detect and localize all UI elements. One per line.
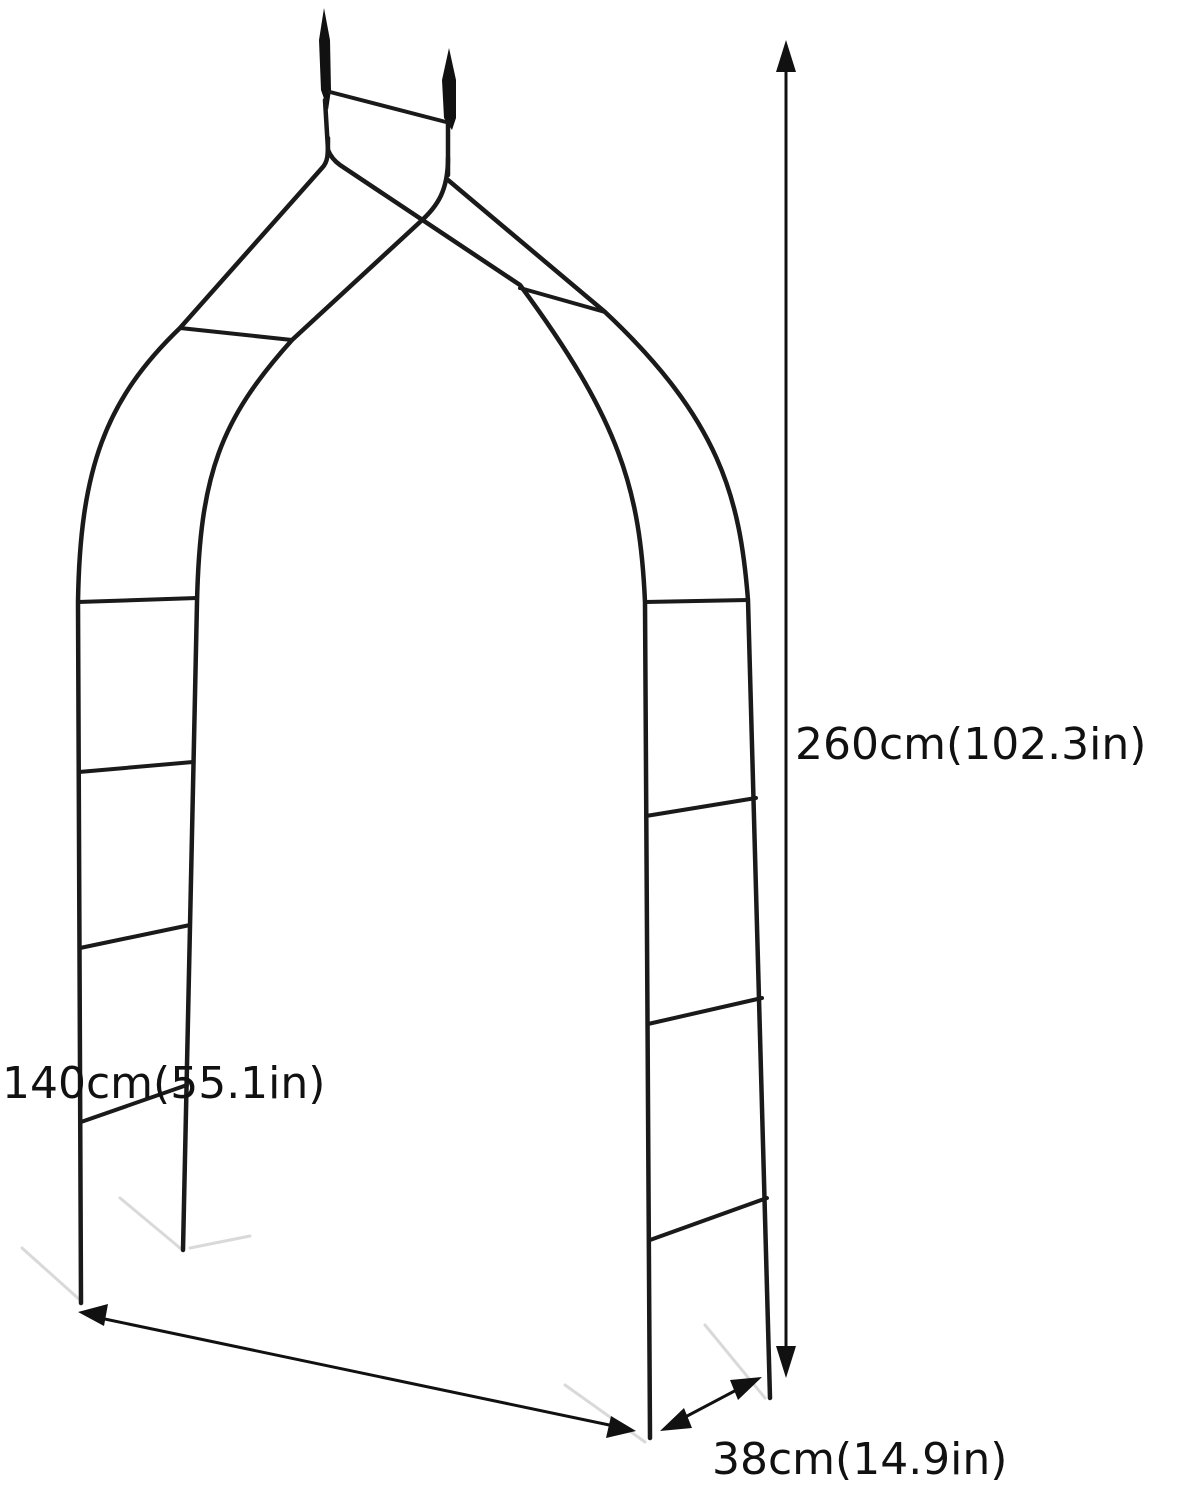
front-arch-frame: [75, 135, 653, 1441]
width-label: 140cm(55.1in): [2, 1058, 326, 1109]
back-arch-frame: [180, 155, 773, 1401]
left-side-rungs: [76, 596, 199, 1124]
finial-left: [319, 8, 331, 153]
height-label: 260cm(102.3in): [795, 719, 1147, 770]
width-dimension-line: [78, 1304, 636, 1438]
depth-label: 38cm(14.9in): [712, 1434, 1008, 1485]
height-dimension-line: [776, 40, 796, 1378]
right-side-rungs: [643, 598, 769, 1242]
ground-shadows: [20, 1196, 767, 1444]
top-crossbar: [328, 90, 448, 124]
upper-crossbars: [178, 286, 607, 342]
finial-right: [442, 48, 456, 178]
depth-dimension-line: [660, 1377, 762, 1431]
